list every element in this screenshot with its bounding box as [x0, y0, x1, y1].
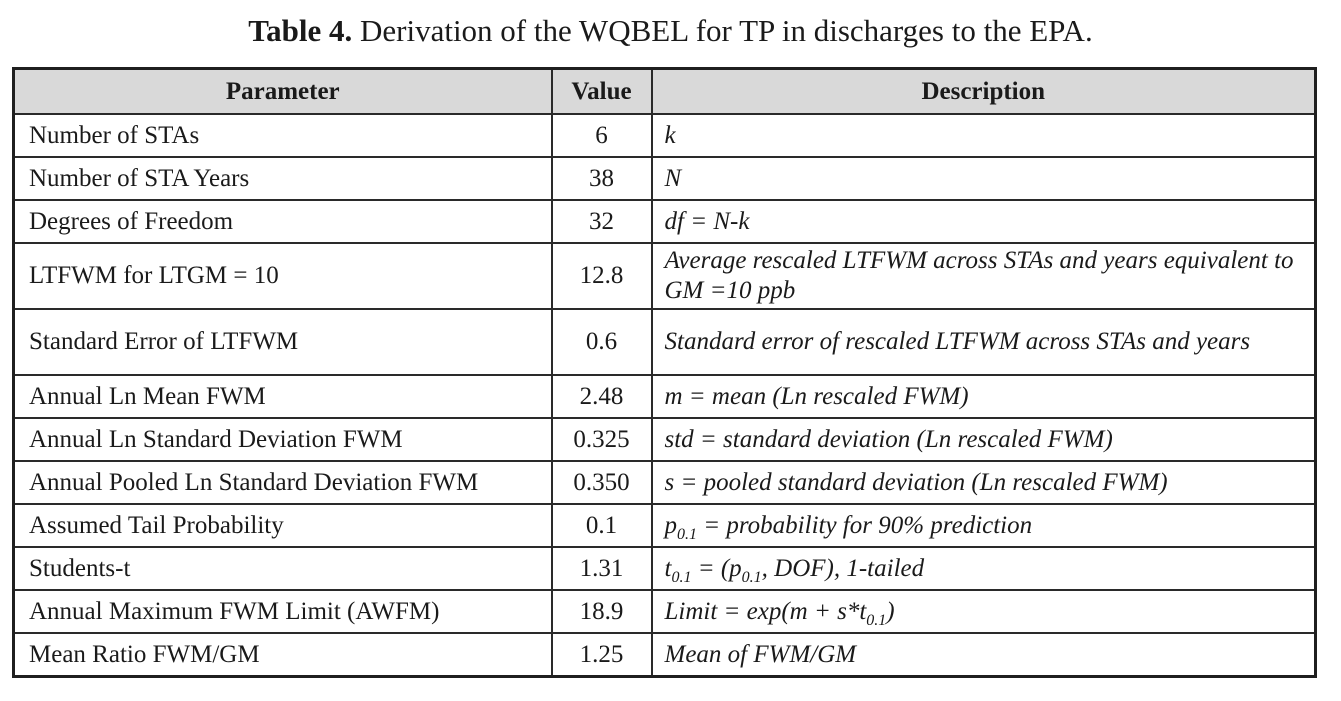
table-row: Annual Maximum FWM Limit (AWFM) 18.9 Lim… [12, 589, 1317, 634]
description-cell: Average rescaled LTFWM across STAs and y… [650, 242, 1317, 310]
header-parameter: Parameter [12, 67, 553, 115]
table-row: Students-t 1.31 t0.1 = (p0.1, DOF), 1-ta… [12, 546, 1317, 591]
description-cell: std = standard deviation (Ln rescaled FW… [650, 417, 1317, 462]
table-row: Annual Pooled Ln Standard Deviation FWM … [12, 460, 1317, 505]
table-caption: Table 4. Derivation of the WQBEL for TP … [0, 8, 1341, 54]
value-cell: 12.8 [550, 242, 653, 310]
description-cell: Limit = exp(m + s*t0.1) [650, 589, 1317, 634]
parameter-cell: LTFWM for LTGM = 10 [12, 242, 553, 310]
table-row: Annual Ln Mean FWM 2.48 m = mean (Ln res… [12, 374, 1317, 419]
table-row: Assumed Tail Probability 0.1 p0.1 = prob… [12, 503, 1317, 548]
description-cell: Standard error of rescaled LTFWM across … [650, 308, 1317, 376]
value-cell: 0.6 [550, 308, 653, 376]
desc-text: , DOF), 1-tailed [761, 554, 925, 582]
parameter-cell: Annual Ln Standard Deviation FWM [12, 417, 553, 462]
table-row: Annual Ln Standard Deviation FWM 0.325 s… [12, 417, 1317, 462]
caption-label: Table 4. [248, 13, 353, 48]
derivation-table: Parameter Value Description Number of ST… [12, 67, 1317, 678]
description-cell: df = N-k [650, 199, 1317, 244]
value-cell: 0.1 [550, 503, 653, 548]
description-cell: N [650, 156, 1317, 201]
table-row: LTFWM for LTGM = 10 12.8 Average rescale… [12, 242, 1317, 310]
parameter-cell: Standard Error of LTFWM [12, 308, 553, 376]
desc-text: = probability for 90% prediction [697, 511, 1033, 539]
description-cell: p0.1 = probability for 90% prediction [650, 503, 1317, 548]
desc-subscript: 0.1 [741, 568, 762, 586]
description-cell: t0.1 = (p0.1, DOF), 1-tailed [650, 546, 1317, 591]
description-cell: s = pooled standard deviation (Ln rescal… [650, 460, 1317, 505]
table-row: Number of STA Years 38 N [12, 156, 1317, 201]
description-cell: k [650, 113, 1317, 158]
caption-text: Derivation of the WQBEL for TP in discha… [352, 13, 1093, 48]
value-cell: 0.325 [550, 417, 653, 462]
table-header-row: Parameter Value Description [12, 67, 1317, 115]
value-cell: 1.31 [550, 546, 653, 591]
table-row: Mean Ratio FWM/GM 1.25 Mean of FWM/GM [12, 632, 1317, 678]
description-cell: m = mean (Ln rescaled FWM) [650, 374, 1317, 419]
value-cell: 2.48 [550, 374, 653, 419]
desc-symbol: p [664, 511, 678, 539]
parameter-cell: Annual Pooled Ln Standard Deviation FWM [12, 460, 553, 505]
parameter-cell: Mean Ratio FWM/GM [12, 632, 553, 678]
table-row: Number of STAs 6 k [12, 113, 1317, 158]
desc-subscript: 0.1 [671, 568, 692, 586]
table-row: Standard Error of LTFWM 0.6 Standard err… [12, 308, 1317, 376]
header-value: Value [550, 67, 653, 115]
parameter-cell: Annual Ln Mean FWM [12, 374, 553, 419]
desc-symbol: t [664, 554, 672, 582]
parameter-cell: Degrees of Freedom [12, 199, 553, 244]
parameter-cell: Assumed Tail Probability [12, 503, 553, 548]
desc-text: = (p [691, 554, 742, 582]
parameter-cell: Students-t [12, 546, 553, 591]
value-cell: 38 [550, 156, 653, 201]
parameter-cell: Number of STAs [12, 113, 553, 158]
header-description: Description [650, 67, 1317, 115]
parameter-cell: Annual Maximum FWM Limit (AWFM) [12, 589, 553, 634]
value-cell: 18.9 [550, 589, 653, 634]
desc-subscript: 0.1 [677, 525, 697, 543]
value-cell: 1.25 [550, 632, 653, 678]
parameter-cell: Number of STA Years [12, 156, 553, 201]
desc-subscript: 0.1 [866, 611, 887, 629]
desc-text: Limit = exp(m + s*t [664, 597, 867, 625]
value-cell: 6 [550, 113, 653, 158]
value-cell: 0.350 [550, 460, 653, 505]
table-row: Degrees of Freedom 32 df = N-k [12, 199, 1317, 244]
value-cell: 32 [550, 199, 653, 244]
desc-text: ) [886, 597, 895, 625]
description-cell: Mean of FWM/GM [650, 632, 1317, 678]
